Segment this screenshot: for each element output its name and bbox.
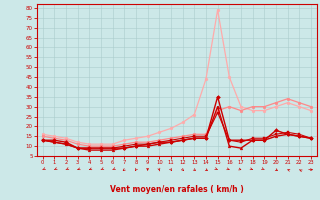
X-axis label: Vent moyen/en rafales ( km/h ): Vent moyen/en rafales ( km/h ) xyxy=(110,185,244,194)
